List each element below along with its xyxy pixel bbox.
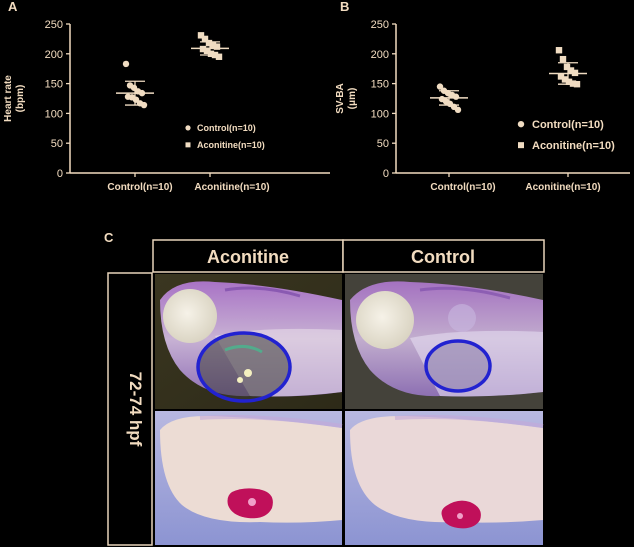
panel-c-image-grid: C Aconitine Control 72-74 hpf <box>104 230 545 546</box>
legend-entry: Control(n=10) <box>532 119 604 131</box>
y-tick-label: 200 <box>371 49 389 61</box>
data-point <box>122 60 130 68</box>
data-point <box>567 67 575 74</box>
data-point <box>559 55 567 63</box>
panel-b-sv-ba-chart: B 0 50 100 150 200 250 Control(n=10) Aconitine(… <box>335 0 630 193</box>
panel-a-heart-rate-chart: A 0 50 100 150 200 250 Control(n=10) Aconitine(… <box>3 0 330 193</box>
y-axis-label: SV-BA <box>335 83 346 114</box>
y-tick-label: 0 <box>57 168 63 180</box>
data-point <box>561 76 569 83</box>
y-axis-label: (bpm) <box>15 85 26 113</box>
panel-a-marks: Control(n=10) Aconitine(n=10) <box>116 32 265 150</box>
panel-a-label: A <box>8 0 18 14</box>
y-tick-label: 50 <box>377 138 389 150</box>
y-tick-label: 200 <box>45 49 63 61</box>
image-aconitine-brightfield <box>155 274 342 409</box>
image-control-brightfield <box>345 274 543 409</box>
column-header-aconitine: Aconitine <box>207 247 289 267</box>
y-tick-label: 250 <box>45 19 63 31</box>
legend-marker-circle <box>185 125 191 131</box>
legend-marker-square <box>518 142 524 149</box>
x-tick-label: Aconitine(n=10) <box>525 182 600 193</box>
panel-a-axes: 0 50 100 150 200 250 Control(n=10) Aconitine(n=… <box>3 19 330 193</box>
data-point <box>201 35 209 43</box>
image-control-stained <box>345 411 544 545</box>
row-label-cell <box>107 272 153 546</box>
panel-b-label: B <box>340 0 349 14</box>
data-point <box>205 39 213 47</box>
y-tick-label: 50 <box>51 138 63 150</box>
heart-region-ring-control <box>424 339 492 393</box>
data-point <box>563 63 571 71</box>
panel-b-marks: Control(n=10) Aconitine(n=10) <box>430 47 615 152</box>
y-tick-label: 0 <box>383 168 389 180</box>
panel-c-label: C <box>104 230 114 245</box>
data-point <box>209 41 217 49</box>
data-point <box>555 47 563 54</box>
column-header-control: Control <box>411 247 475 267</box>
data-point <box>557 73 565 80</box>
image-aconitine-stained <box>155 411 343 545</box>
header-cell-aconitine <box>152 239 344 273</box>
legend-entry: Control(n=10) <box>197 123 256 133</box>
y-tick-label: 150 <box>371 79 389 91</box>
y-axis-label: Heart rate <box>3 75 14 122</box>
legend-marker-square <box>185 142 191 148</box>
data-point <box>452 93 460 100</box>
data-point <box>213 43 221 50</box>
x-tick-label: Aconitine(n=10) <box>194 182 269 193</box>
legend-entry: Aconitine(n=10) <box>197 140 265 150</box>
data-point <box>197 32 205 39</box>
row-label-72-74-hpf: 72-74 hpf <box>126 372 145 447</box>
y-tick-label: 150 <box>45 79 63 91</box>
heart-region-ring-aconitine <box>196 331 292 403</box>
data-point <box>203 47 211 55</box>
x-tick-label: Control(n=10) <box>107 182 172 193</box>
data-point <box>454 106 462 114</box>
data-point <box>215 53 223 60</box>
legend-marker-circle <box>517 120 525 128</box>
data-point <box>207 50 215 57</box>
x-tick-label: Control(n=10) <box>430 182 495 193</box>
legend-entry: Aconitine(n=10) <box>532 140 615 152</box>
y-tick-label: 100 <box>45 108 63 120</box>
header-cell-control <box>342 239 545 273</box>
y-axis-label: (μm) <box>347 88 358 110</box>
panel-b-axes: 0 50 100 150 200 250 Control(n=10) Aconitine(n=… <box>335 19 630 193</box>
y-tick-label: 250 <box>371 19 389 31</box>
data-point <box>565 78 573 86</box>
y-tick-label: 100 <box>371 108 389 120</box>
data-point <box>436 83 444 90</box>
